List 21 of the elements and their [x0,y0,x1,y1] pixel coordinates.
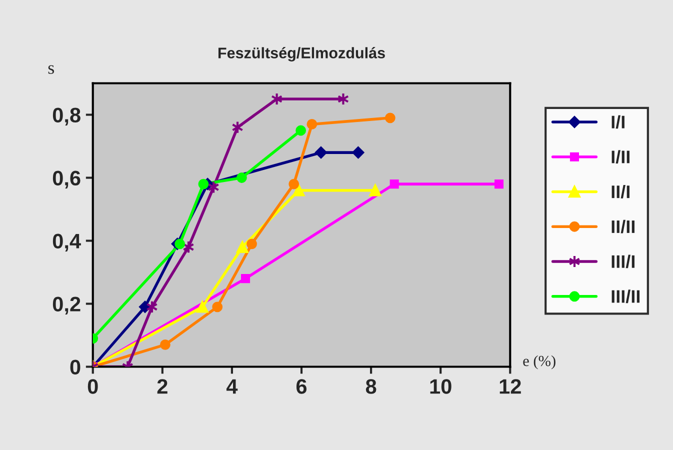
x-tick-label: 2 [157,379,168,394]
x-tick-label: 4 [226,379,238,394]
legend-label: III/I [612,254,634,268]
x-tick-label: 6 [296,379,307,394]
legend-label: I/II [612,150,630,164]
y-tick-label: 0,2 [52,296,80,315]
x-tick-label: 12 [500,379,521,394]
x-tick-label: 10 [430,379,452,394]
y-tick-label: 0,8 [52,108,80,126]
legend-label: II/I [612,184,630,198]
y-axis-title: s [48,65,54,74]
legend-label: I/I [612,115,624,129]
legend-label: III/II [612,290,640,304]
x-tick-label: 8 [366,379,376,394]
x-tick-label: 0 [88,379,98,394]
chart-title: Feszültség/Elmozdulás [218,47,385,62]
y-tick-label: 0,4 [52,234,81,252]
legend-label: II/II [612,220,634,234]
y-tick-label: 0 [70,360,80,375]
y-tick-label: 0,6 [52,170,80,189]
x-axis-title: e (%) [523,355,556,370]
